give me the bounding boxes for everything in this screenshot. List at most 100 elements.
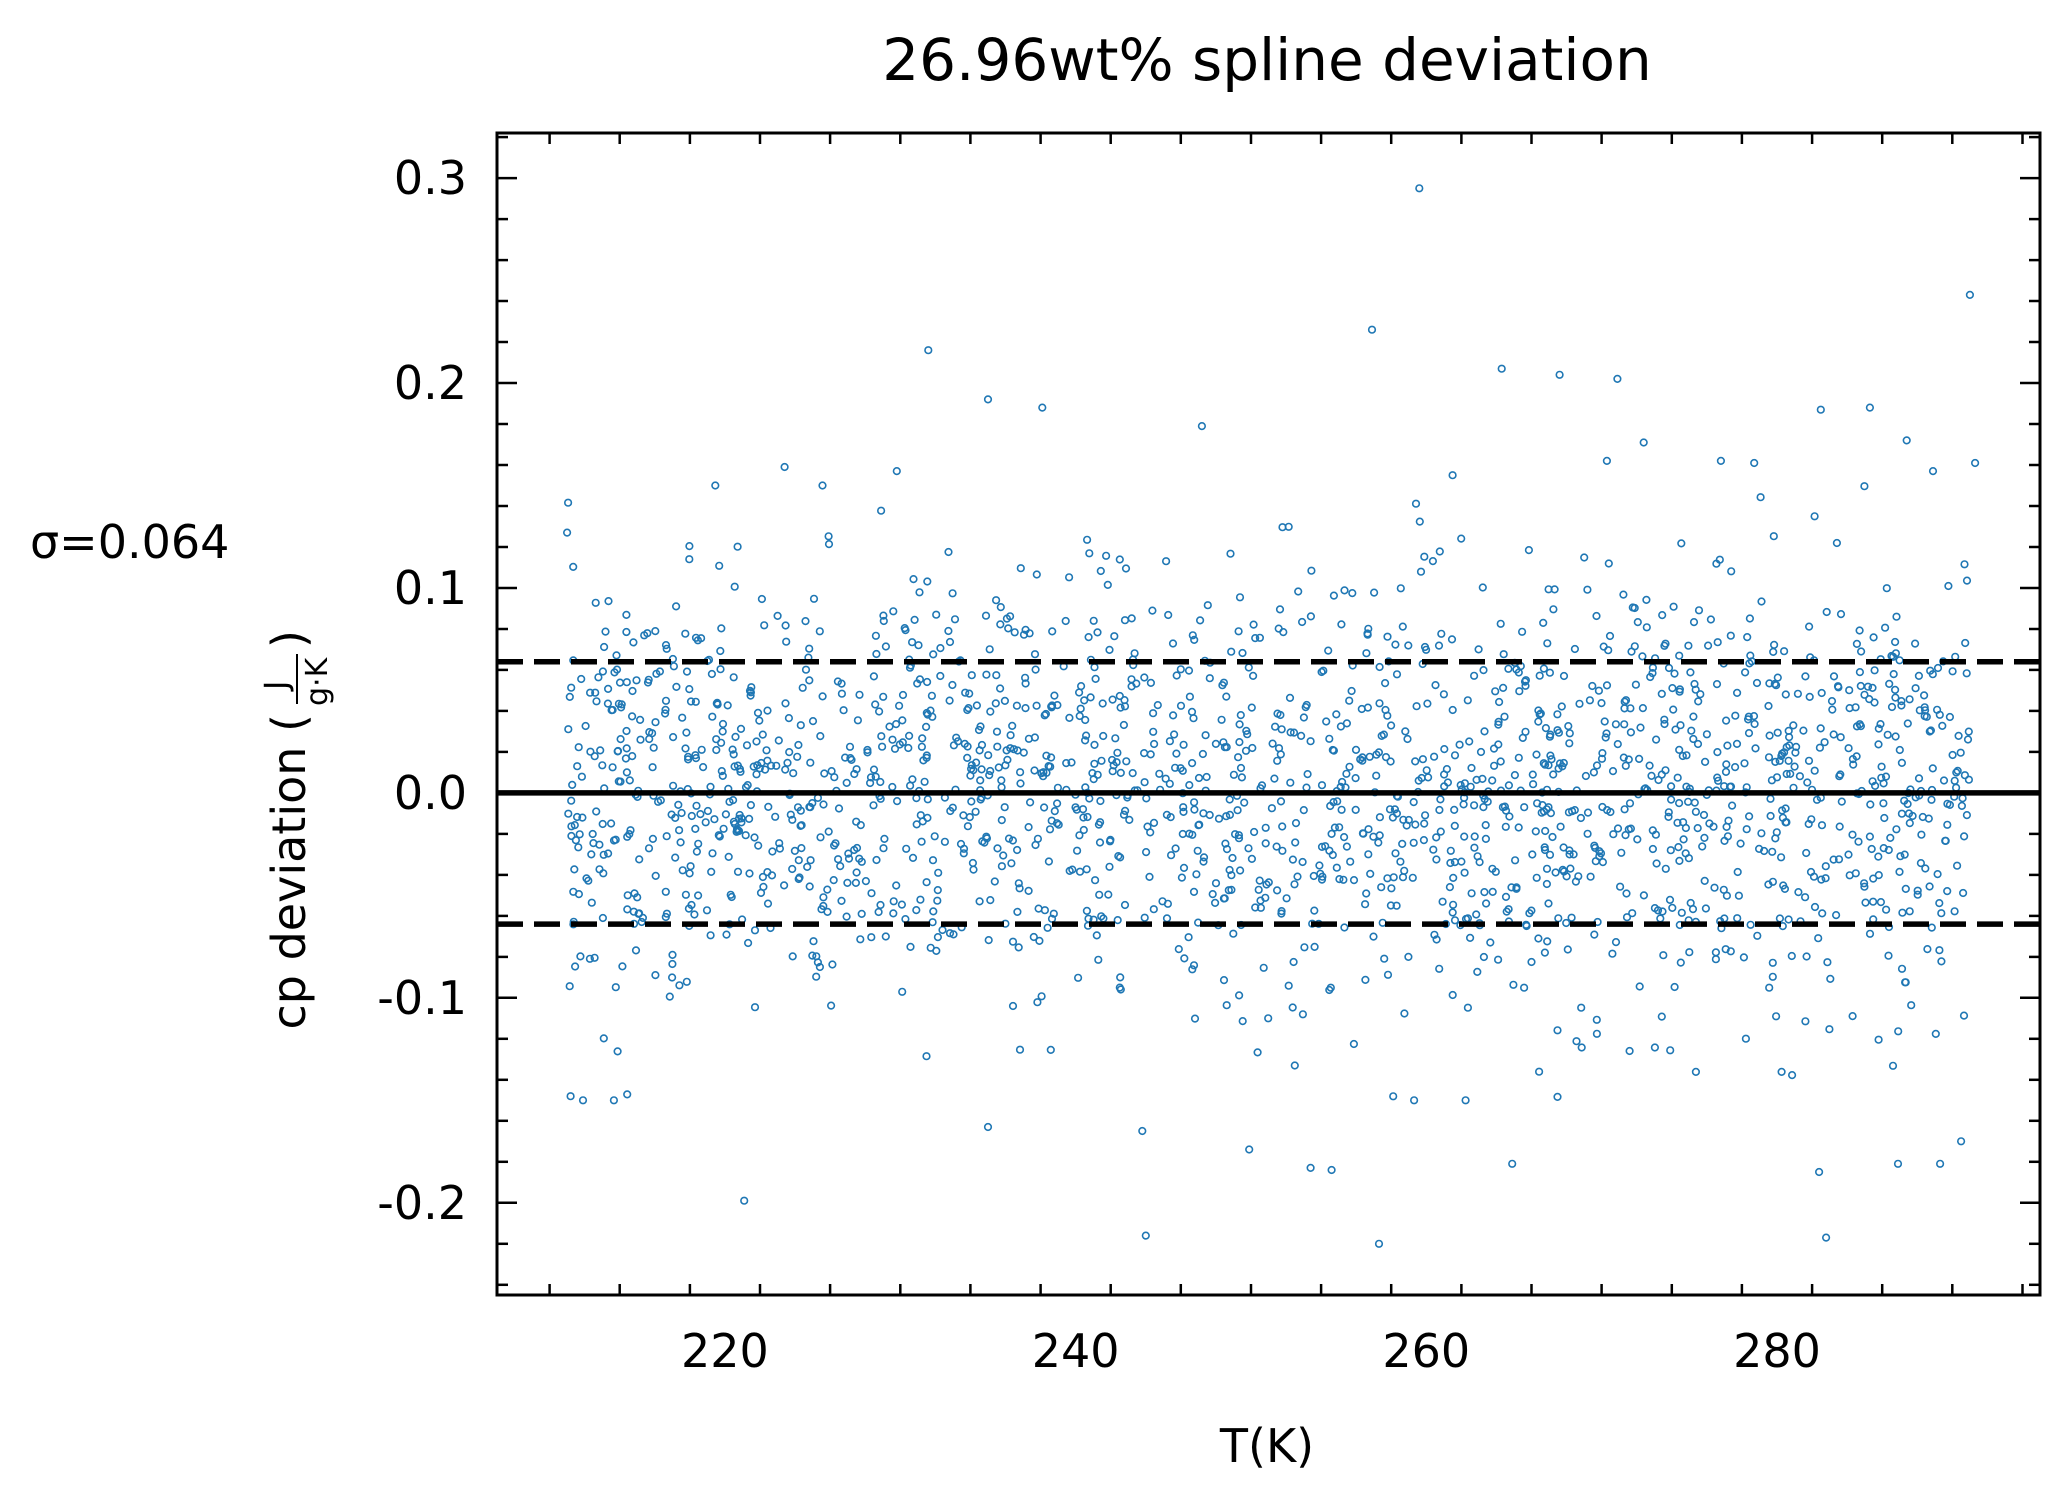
data-point xyxy=(1690,798,1699,807)
data-point xyxy=(702,906,712,915)
data-point xyxy=(1185,692,1194,701)
data-point xyxy=(763,706,772,715)
data-point xyxy=(644,844,654,853)
data-point xyxy=(1375,813,1384,822)
data-point xyxy=(672,682,681,692)
data-point xyxy=(1301,702,1310,712)
data-point xyxy=(1416,567,1426,576)
data-point xyxy=(1913,886,1922,895)
data-point xyxy=(1317,781,1327,790)
data-point xyxy=(1514,753,1523,762)
data-point xyxy=(1365,752,1374,761)
data-point xyxy=(1099,731,1108,741)
data-point xyxy=(691,751,700,760)
data-point xyxy=(1753,931,1762,940)
data-point xyxy=(1463,696,1472,705)
data-point xyxy=(1868,683,1877,693)
data-point xyxy=(977,765,986,774)
data-point xyxy=(1836,770,1845,779)
data-point xyxy=(1488,864,1497,873)
data-point xyxy=(1244,844,1253,853)
data-point xyxy=(801,616,810,626)
data-point xyxy=(1139,748,1149,758)
data-point xyxy=(1084,914,1093,923)
data-point xyxy=(1096,796,1105,806)
data-point xyxy=(1438,897,1447,906)
data-point xyxy=(1363,630,1372,639)
data-point xyxy=(928,856,938,865)
data-point xyxy=(1319,666,1328,675)
data-point xyxy=(1445,882,1454,892)
data-point xyxy=(1682,782,1691,791)
data-point xyxy=(1916,858,1925,868)
data-point xyxy=(805,676,814,685)
data-point xyxy=(1733,914,1742,923)
data-point xyxy=(1086,693,1095,702)
data-point xyxy=(682,728,691,737)
data-point xyxy=(1282,894,1291,903)
data-point xyxy=(1635,982,1644,991)
data-point xyxy=(718,771,727,781)
data-point xyxy=(1480,887,1489,897)
data-point xyxy=(1448,471,1457,480)
data-point xyxy=(1727,567,1736,576)
data-point xyxy=(1754,844,1764,854)
data-point xyxy=(1197,422,1206,431)
data-point xyxy=(1896,852,1905,861)
data-point xyxy=(1772,773,1782,782)
data-point xyxy=(1682,751,1691,760)
data-point xyxy=(1910,639,1920,648)
data-point xyxy=(784,713,794,723)
data-point xyxy=(1172,749,1181,758)
data-point xyxy=(1620,704,1629,713)
data-point xyxy=(829,875,838,885)
data-point xyxy=(1588,681,1597,691)
data-point xyxy=(1713,776,1723,785)
data-point xyxy=(1696,690,1705,699)
data-point xyxy=(927,691,937,700)
data-point xyxy=(1851,869,1860,878)
data-point xyxy=(1749,711,1759,721)
data-point xyxy=(788,952,797,961)
data-point xyxy=(1746,920,1755,929)
data-point xyxy=(1277,909,1286,918)
data-point xyxy=(655,667,665,676)
data-point xyxy=(717,766,726,776)
data-point xyxy=(571,836,581,845)
data-point xyxy=(1072,846,1082,855)
data-point xyxy=(816,731,825,741)
data-point xyxy=(1823,958,1832,967)
data-point xyxy=(1381,752,1391,762)
data-point xyxy=(1270,722,1280,731)
data-point xyxy=(749,762,758,771)
data-point xyxy=(1500,802,1509,811)
data-point xyxy=(685,541,694,551)
data-point xyxy=(1030,650,1040,659)
data-point xyxy=(1647,771,1656,781)
data-point xyxy=(1428,556,1437,566)
data-point xyxy=(1179,803,1188,812)
data-point xyxy=(916,811,925,820)
data-point xyxy=(1784,726,1793,736)
data-point xyxy=(1448,908,1457,917)
data-point xyxy=(1088,768,1097,778)
data-point xyxy=(1125,815,1134,825)
data-point xyxy=(1321,842,1330,851)
data-point xyxy=(733,867,743,876)
data-point xyxy=(1112,758,1121,767)
data-point xyxy=(774,736,783,745)
data-point xyxy=(797,843,806,853)
data-point xyxy=(1456,780,1465,790)
data-point xyxy=(1172,671,1181,680)
data-point xyxy=(1689,712,1698,721)
data-point xyxy=(1577,1043,1586,1052)
data-point xyxy=(1960,560,1969,569)
data-point xyxy=(1769,647,1778,657)
data-point xyxy=(1083,812,1092,822)
data-point xyxy=(818,692,827,701)
data-point xyxy=(1247,703,1256,712)
data-point xyxy=(1101,551,1111,560)
data-point xyxy=(1935,1159,1945,1168)
data-point xyxy=(1408,873,1417,882)
data-point xyxy=(1900,850,1909,859)
